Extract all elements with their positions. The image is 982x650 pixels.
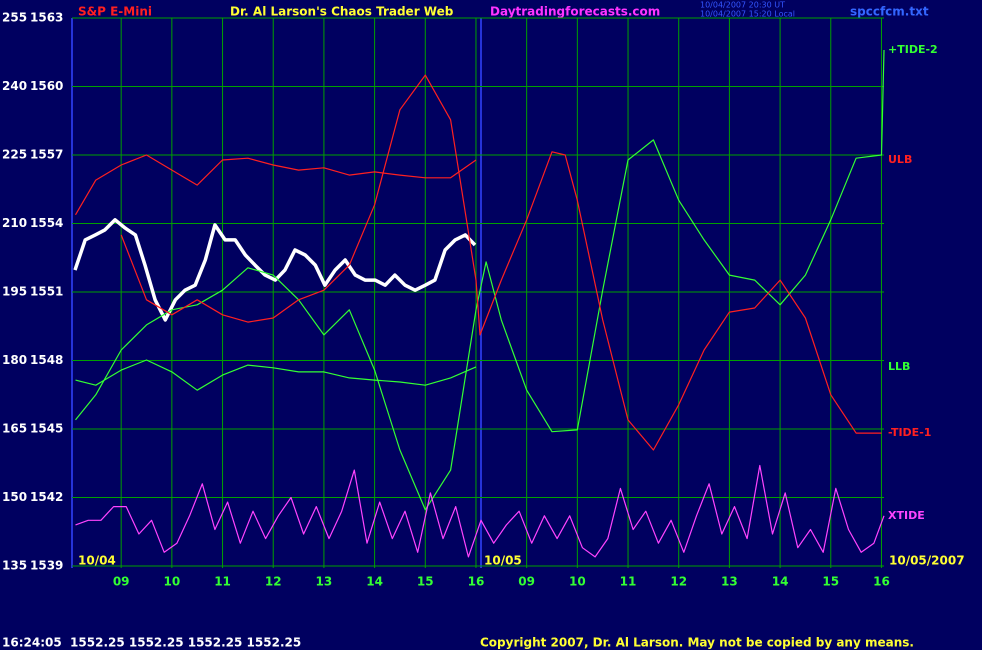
x-tick-label: 10 [569,575,586,589]
series-label: +TIDE-2 [888,43,938,56]
x-tick-label: 09 [518,575,535,589]
series-line [75,49,885,511]
file-name: spccfcm.txt [850,5,929,19]
x-tick-label: 16 [873,575,890,589]
x-tick-label: 15 [417,575,434,589]
x-tick-label: 16 [468,575,485,589]
y-tick-label: 150 [2,490,27,504]
series-line [120,74,882,451]
y-tick-label: 180 [2,353,27,367]
series-line [74,154,477,216]
y2-tick-label: 1539 [30,559,63,573]
copyright: Copyright 2007, Dr. Al Larson. May not b… [480,636,914,650]
y2-tick-label: 1563 [30,11,63,25]
y2-tick-label: 1557 [30,148,63,162]
y2-tick-label: 1545 [30,422,63,436]
x-tick-label: 12 [670,575,687,589]
y2-tick-label: 1542 [30,490,63,504]
x-tick-label: 14 [366,575,383,589]
instrument: S&P E-Mini [78,5,152,19]
x-tick-label: 13 [721,575,738,589]
x-tick-label: 10 [164,575,181,589]
x-tick-label: 11 [214,575,231,589]
footer-quote: 16:24:05 1552.25 1552.25 1552.25 1552.25 [2,636,301,650]
date-label: 10/05 [484,554,522,568]
y-tick-label: 255 [2,11,27,25]
y-tick-label: 210 [2,216,27,230]
y-tick-label: 135 [2,559,27,573]
timestamp: 10/04/2007 15:20 Local [700,10,795,19]
price-line [73,218,477,322]
y2-tick-label: 1554 [30,216,63,230]
date-label: 10/04 [78,554,116,568]
x-tick-label: 14 [772,575,789,589]
y2-tick-label: 1560 [30,79,63,93]
date-label: 10/05/2007 [889,554,965,568]
chart-title: Dr. Al Larson's Chaos Trader Web [230,5,454,19]
timestamp: 10/04/2007 20:30 UT [700,1,785,10]
series-label: XTIDE [888,509,925,522]
series-label: -TIDE-1 [888,426,931,439]
series-label: ULB [888,153,912,166]
x-tick-label: 13 [316,575,333,589]
series-line [75,464,885,558]
y-tick-label: 240 [2,79,27,93]
y-tick-label: 225 [2,148,27,162]
y-tick-label: 195 [2,285,27,299]
x-tick-label: 09 [113,575,130,589]
x-tick-label: 11 [620,575,637,589]
series-line [75,359,477,391]
y2-tick-label: 1548 [30,353,63,367]
y2-tick-label: 1551 [30,285,63,299]
y-tick-label: 165 [2,422,27,436]
x-tick-label: 15 [822,575,839,589]
x-tick-label: 12 [265,575,282,589]
website: Daytradingforecasts.com [490,5,660,19]
series-label: LLB [888,360,910,373]
